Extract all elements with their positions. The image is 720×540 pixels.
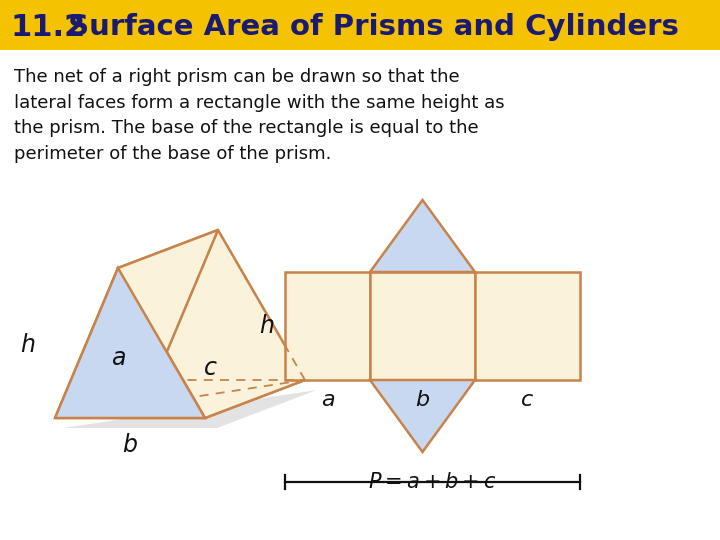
Polygon shape [63,390,317,428]
Polygon shape [155,230,305,380]
Text: 11.2: 11.2 [10,12,85,42]
Polygon shape [370,200,475,272]
Text: The net of a right prism can be drawn so that the
lateral faces form a rectangle: The net of a right prism can be drawn so… [14,68,505,163]
Bar [0,0,720,50]
Polygon shape [118,230,305,418]
Bar [475,272,580,380]
Bar [370,272,475,380]
Text: h: h [259,314,274,338]
Text: b: b [415,390,430,410]
Text: $P = a + b + c$: $P = a + b + c$ [368,472,497,492]
Text: h: h [20,333,35,357]
Polygon shape [55,230,218,418]
Text: b: b [122,433,138,457]
Text: Surface Area of Prisms and Cylinders: Surface Area of Prisms and Cylinders [58,13,679,41]
Text: c: c [204,356,217,380]
Bar [285,272,370,380]
Polygon shape [55,380,305,418]
Polygon shape [370,380,475,452]
Text: a: a [320,390,334,410]
Polygon shape [55,268,205,418]
Text: c: c [521,390,534,410]
Text: a: a [111,346,125,370]
